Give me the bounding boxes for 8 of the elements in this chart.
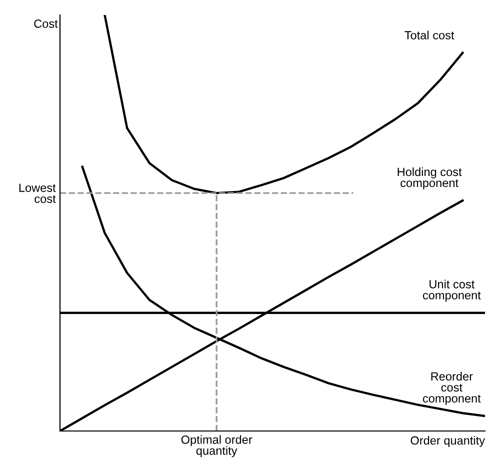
series-label: Holding cost component [398,167,462,190]
series-label: Unit cost component [422,280,481,302]
text: Optimal order quantity [181,435,252,458]
series-label: Total cost [404,30,454,40]
y-axis-title: Cost [34,19,58,28]
series-label: Reorder cost component [422,372,481,405]
x-axis-title: Order quantity [410,436,485,447]
ref-line-label: Lowest cost [19,184,56,203]
